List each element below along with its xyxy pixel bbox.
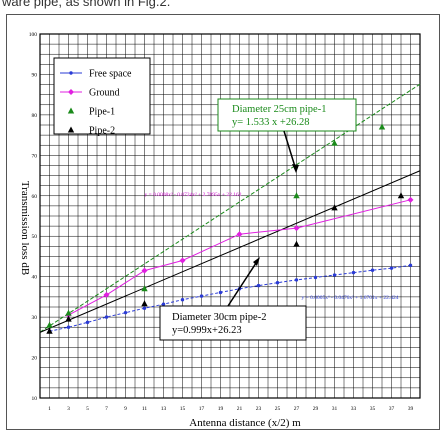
y-tick-label: 80 [32,113,38,119]
free-space-point [389,266,394,270]
fit-lines [39,83,421,333]
legend-marker [67,126,75,133]
free-space-point [218,290,223,295]
x-tick-label: 31 [332,406,338,412]
x-tick-label: 37 [389,406,395,412]
pipe1-annotation-line1: Diameter 25cm pipe-1 [232,104,326,115]
x-tick-label: 13 [161,406,167,412]
ground-point [407,196,414,203]
free-space-point [313,275,318,280]
free-space-point [256,283,261,288]
y-tick-label: 20 [32,356,38,362]
pipe-1-point [65,309,72,316]
y-tick-label: 30 [32,315,38,321]
data-points [46,123,414,334]
pipe1-annotation-line2: y= 1.533 x +26.28 [232,117,309,128]
ground-point [293,225,300,232]
pipe-1-point [378,123,386,130]
x-tick-label: 25 [275,406,281,412]
legend-marker [68,89,74,95]
legend-item-pipe-1: Pipe-1 [67,107,115,118]
pipe1-annotation: Diameter 25cm pipe-1 y= 1.533 x +26.28 [217,98,357,173]
free-space-point [142,306,147,310]
pipe-2-point [397,192,405,199]
x-tick-label: 29 [313,406,319,412]
legend: Free space Ground Pipe-1 Pipe-2 [53,57,151,137]
legend-label: Ground [89,88,120,99]
free-space-series-line [49,264,411,332]
figure-frame [6,14,440,430]
x-tick-label: 35 [370,406,376,412]
pipe-2-point [46,327,53,334]
x-tick-label: 27 [294,406,300,412]
legend-label: Free space [89,69,132,80]
pipe2-annotation: Diameter 30cm pipe-2 y=0.999x+26.23 [159,257,307,341]
figure-caption-fragment: ware pipe, as shown in Fig.2. [2,0,171,9]
pipe-2-point [331,204,338,211]
x-tick-label: 17 [199,406,205,412]
x-tick-label: 9 [124,406,127,412]
free-space-point [332,273,337,277]
free-space-point [66,325,71,329]
x-tick-label: 21 [237,406,243,412]
free-space-point [408,263,413,268]
legend-item-free-space: Free space [60,69,132,80]
y-tick-label: 50 [32,234,38,240]
y-tick-label: 70 [32,153,38,159]
legend-marker [69,71,73,75]
pipe2-fit-line [39,170,421,333]
y-tick-label: 60 [32,194,38,200]
x-tick-label: 3 [67,406,70,412]
pipe-2-point [65,315,72,322]
y-axis-label: Transmission loss dB [19,181,31,275]
pipe2-annotation-line2: y=0.999x+26.23 [172,325,242,336]
free-space-point [123,310,128,315]
x-axis-label: Antenna distance (x/2) m [189,417,301,429]
ground-point [179,257,186,264]
x-tick-label: 1 [48,406,51,412]
y-tick-label: 90 [32,72,38,78]
free-space-point [370,268,375,272]
free-space-point [180,298,185,302]
x-tick-label: 11 [142,406,148,412]
x-tick-label: 7 [105,406,108,412]
free-space-point [161,302,166,306]
pipe-1-point [141,285,148,292]
free-space-point [104,315,109,319]
x-tick-label: 33 [351,406,357,412]
x-tick-label: 15 [180,406,186,412]
free-space-equation: y = 0.0005x³ - 0.0476x² + 1.6701x + 22.4… [302,295,399,301]
ground-point [103,291,110,298]
pipe2-annotation-line1: Diameter 30cm pipe-2 [172,312,266,323]
x-tick-label: 23 [256,406,262,412]
free-space-point [294,278,299,282]
legend-item-pipe-2: Pipe-2 [67,126,115,137]
ground-equation: y = 0.0008x³ - 0.0724x² + 2.7095x + 22.1… [145,192,242,198]
pipe-2-point [293,240,300,247]
legend-marker [67,107,75,114]
free-space-point [199,294,204,298]
pipe-1-point [331,139,338,146]
x-tick-label: 5 [86,406,89,412]
pipe-1-point [293,192,300,199]
x-tick-label: 19 [218,406,224,412]
y-tick-label: 100 [29,32,38,38]
legend-label: Pipe-1 [89,107,115,118]
pipe1-fit-line [39,83,421,333]
free-space-point [85,320,90,325]
y-tick-label: 10 [32,396,38,402]
ground-point [236,231,243,238]
legend-item-ground: Ground [60,88,120,99]
ground-point [141,267,148,274]
pipe-1-point [46,321,53,328]
tick-labels: 1 3 5 7 9 11 13 15 17 19 21 23 25 27 29 31 33 35 37 3910203… [29,32,414,412]
free-space-point [275,281,280,285]
x-tick-label: 39 [408,406,414,412]
legend-label: Pipe-2 [89,126,115,137]
free-space-point [351,270,356,275]
pipe-2-point [141,300,148,307]
y-tick-label: 40 [32,275,38,281]
